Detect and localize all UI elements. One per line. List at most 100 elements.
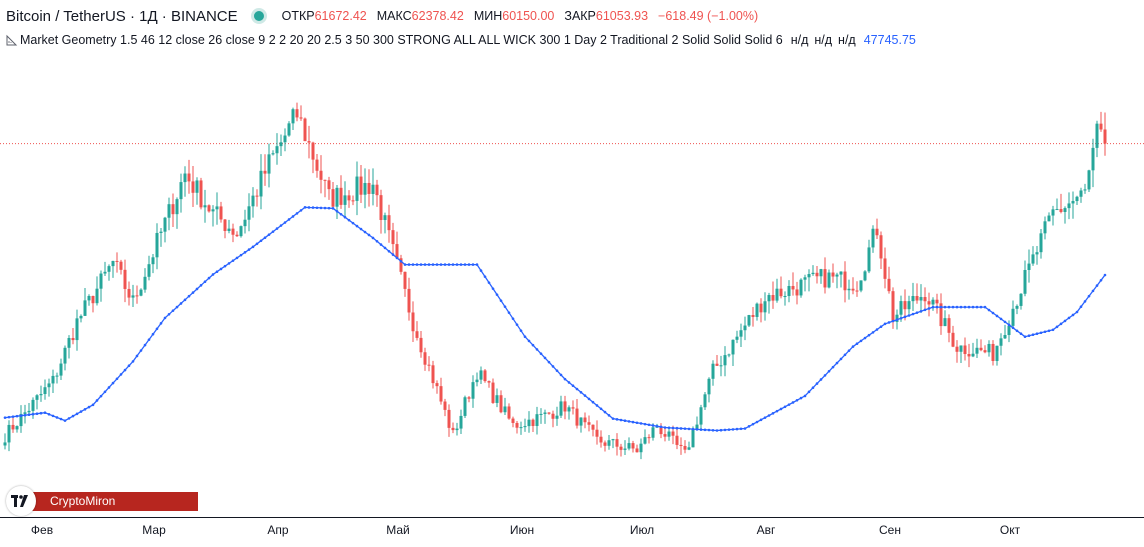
- candle: [183, 166, 187, 197]
- ma-point: [143, 343, 147, 347]
- ma-point: [635, 421, 639, 425]
- ma-point: [947, 305, 951, 309]
- candle-body: [1011, 308, 1015, 326]
- indicator-name: Market Geometry 1.5 46 12 close 26 close…: [20, 33, 783, 47]
- ma-point: [987, 308, 991, 312]
- candle: [567, 405, 571, 420]
- ma-point: [63, 419, 67, 422]
- candle: [1047, 212, 1051, 222]
- candle-body: [1007, 325, 1011, 336]
- candle: [1027, 249, 1031, 283]
- ma-point: [835, 361, 839, 365]
- candle-body: [1031, 254, 1035, 264]
- candle-body: [43, 387, 47, 395]
- ma-point: [279, 224, 283, 227]
- ma-point: [1071, 313, 1075, 317]
- legend-header: Bitcoin / TetherUS · 1Д · BINANCE ОТКР 6…: [6, 6, 758, 26]
- candle: [735, 330, 739, 344]
- candle: [627, 437, 631, 451]
- candle: [179, 173, 183, 213]
- ma-point: [603, 410, 607, 414]
- ma-point: [451, 263, 455, 266]
- candle-body: [235, 234, 239, 237]
- candle-body: [987, 343, 991, 353]
- ma-point: [59, 417, 63, 421]
- candle: [231, 223, 235, 243]
- candle: [151, 254, 155, 274]
- ma-point: [719, 428, 723, 432]
- ma-point: [751, 422, 755, 426]
- candle-body: [935, 299, 939, 304]
- candle: [275, 133, 279, 165]
- candle: [743, 316, 747, 341]
- ma-point: [203, 280, 207, 284]
- candle: [115, 252, 119, 273]
- candle: [1023, 260, 1027, 297]
- ma-point: [159, 322, 163, 325]
- ma-point: [463, 263, 467, 266]
- candle-body: [543, 412, 547, 414]
- ma-point: [551, 365, 555, 368]
- candle: [135, 285, 139, 304]
- ma-point: [131, 360, 135, 363]
- candle: [835, 272, 839, 289]
- candle-body: [575, 408, 579, 426]
- ma-point: [671, 426, 675, 430]
- candle: [715, 355, 719, 367]
- ma-point: [331, 207, 335, 210]
- candle-body: [779, 288, 783, 297]
- candle-body: [619, 446, 623, 450]
- ma-point: [739, 427, 743, 431]
- ma-point: [611, 417, 615, 420]
- candle: [467, 396, 471, 403]
- candle: [611, 438, 615, 449]
- indicator-legend[interactable]: Market Geometry 1.5 46 12 close 26 close…: [6, 31, 916, 49]
- ma-point: [1103, 273, 1107, 277]
- ma-point: [75, 412, 79, 416]
- ma-point: [363, 230, 367, 234]
- candle-body: [927, 301, 931, 305]
- candle-body: [315, 159, 319, 171]
- ma-point: [19, 414, 23, 417]
- ma-point: [115, 377, 119, 381]
- candle: [255, 189, 259, 207]
- candle-body: [155, 232, 159, 258]
- ma-point: [979, 305, 983, 309]
- candle: [315, 154, 319, 178]
- indicator-na-1: н/д: [790, 33, 809, 47]
- ma-point: [271, 230, 275, 233]
- candle: [991, 340, 995, 366]
- candle-body: [399, 258, 403, 272]
- candle: [711, 360, 715, 386]
- candle-body: [855, 290, 859, 292]
- candle: [531, 418, 535, 432]
- candle-body: [451, 427, 455, 431]
- candle: [83, 288, 87, 316]
- candle-body: [259, 170, 263, 197]
- candle-body: [979, 347, 983, 351]
- candle-body: [67, 338, 71, 348]
- candle: [511, 416, 515, 428]
- candle-body: [1003, 335, 1007, 339]
- candle: [1035, 245, 1039, 265]
- ma-point: [971, 305, 975, 309]
- ma-point: [883, 322, 887, 326]
- ma-point: [827, 369, 831, 373]
- candle: [675, 426, 679, 450]
- ma-point: [235, 256, 239, 260]
- candle-body: [331, 189, 335, 207]
- ma-point: [1027, 334, 1031, 338]
- ma-point: [731, 428, 735, 431]
- ma-point: [559, 373, 563, 377]
- candle: [775, 278, 779, 303]
- candle-body: [279, 142, 283, 147]
- ma-point: [687, 427, 691, 431]
- ma-point: [615, 418, 619, 421]
- open-label: ОТКР: [281, 9, 315, 23]
- candle: [503, 397, 507, 415]
- candle-body: [487, 381, 491, 383]
- candle: [139, 288, 143, 297]
- candle-body: [647, 437, 651, 439]
- ma-point: [1075, 310, 1079, 314]
